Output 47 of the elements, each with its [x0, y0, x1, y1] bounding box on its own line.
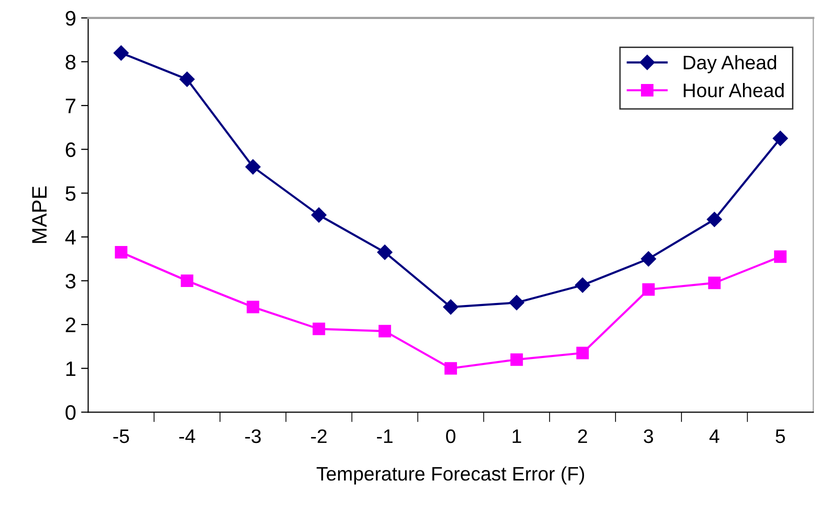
y-tick-label: 2 — [66, 318, 76, 332]
y-tick-label: 7 — [66, 98, 76, 114]
point — [575, 278, 590, 293]
y-tick-label: 0 — [66, 405, 76, 420]
x-tick-label: -2 — [311, 429, 327, 443]
point — [311, 207, 326, 223]
x-tick-label: -1 — [377, 430, 393, 443]
point — [246, 300, 260, 314]
point — [114, 45, 129, 61]
point — [576, 346, 589, 360]
x-tick-label: 2 — [578, 429, 587, 443]
y-tick-label: 6 — [66, 142, 76, 158]
y-axis-title: MAPE — [32, 186, 47, 243]
x-tick-label: -5 — [113, 430, 129, 444]
legend-label: Day Ahead — [684, 55, 776, 74]
legend-label: Hour Ahead — [684, 82, 784, 98]
y-tick-label: 5 — [66, 186, 76, 201]
point — [180, 274, 194, 287]
y-tick-label: 3 — [66, 274, 76, 288]
x-tick-label: -4 — [179, 430, 196, 443]
point — [179, 72, 195, 87]
point — [640, 251, 656, 266]
point — [509, 295, 524, 310]
point — [245, 159, 261, 174]
point — [443, 299, 458, 315]
y-tick-label: 8 — [66, 54, 76, 70]
x-tick-label: 1 — [512, 430, 522, 443]
point — [444, 362, 457, 375]
point — [114, 246, 128, 259]
x-axis-title: Temperature Forecast Error (F) — [316, 466, 584, 485]
point — [706, 212, 722, 227]
point — [378, 324, 392, 338]
y-tick-label: 1 — [66, 362, 76, 376]
y-tick-label: 4 — [65, 230, 76, 244]
point — [377, 244, 392, 260]
point — [774, 250, 787, 263]
point — [708, 276, 721, 290]
x-tick-label: 4 — [709, 430, 720, 443]
x-tick-label: 5 — [776, 430, 785, 444]
x-tick-label: -3 — [245, 429, 261, 444]
y-tick-label: 9 — [66, 10, 76, 26]
point — [772, 130, 788, 146]
point — [642, 283, 655, 296]
x-tick-label: 3 — [644, 429, 654, 444]
point — [510, 353, 523, 366]
x-tick-label: 0 — [446, 429, 456, 444]
point — [312, 322, 326, 336]
